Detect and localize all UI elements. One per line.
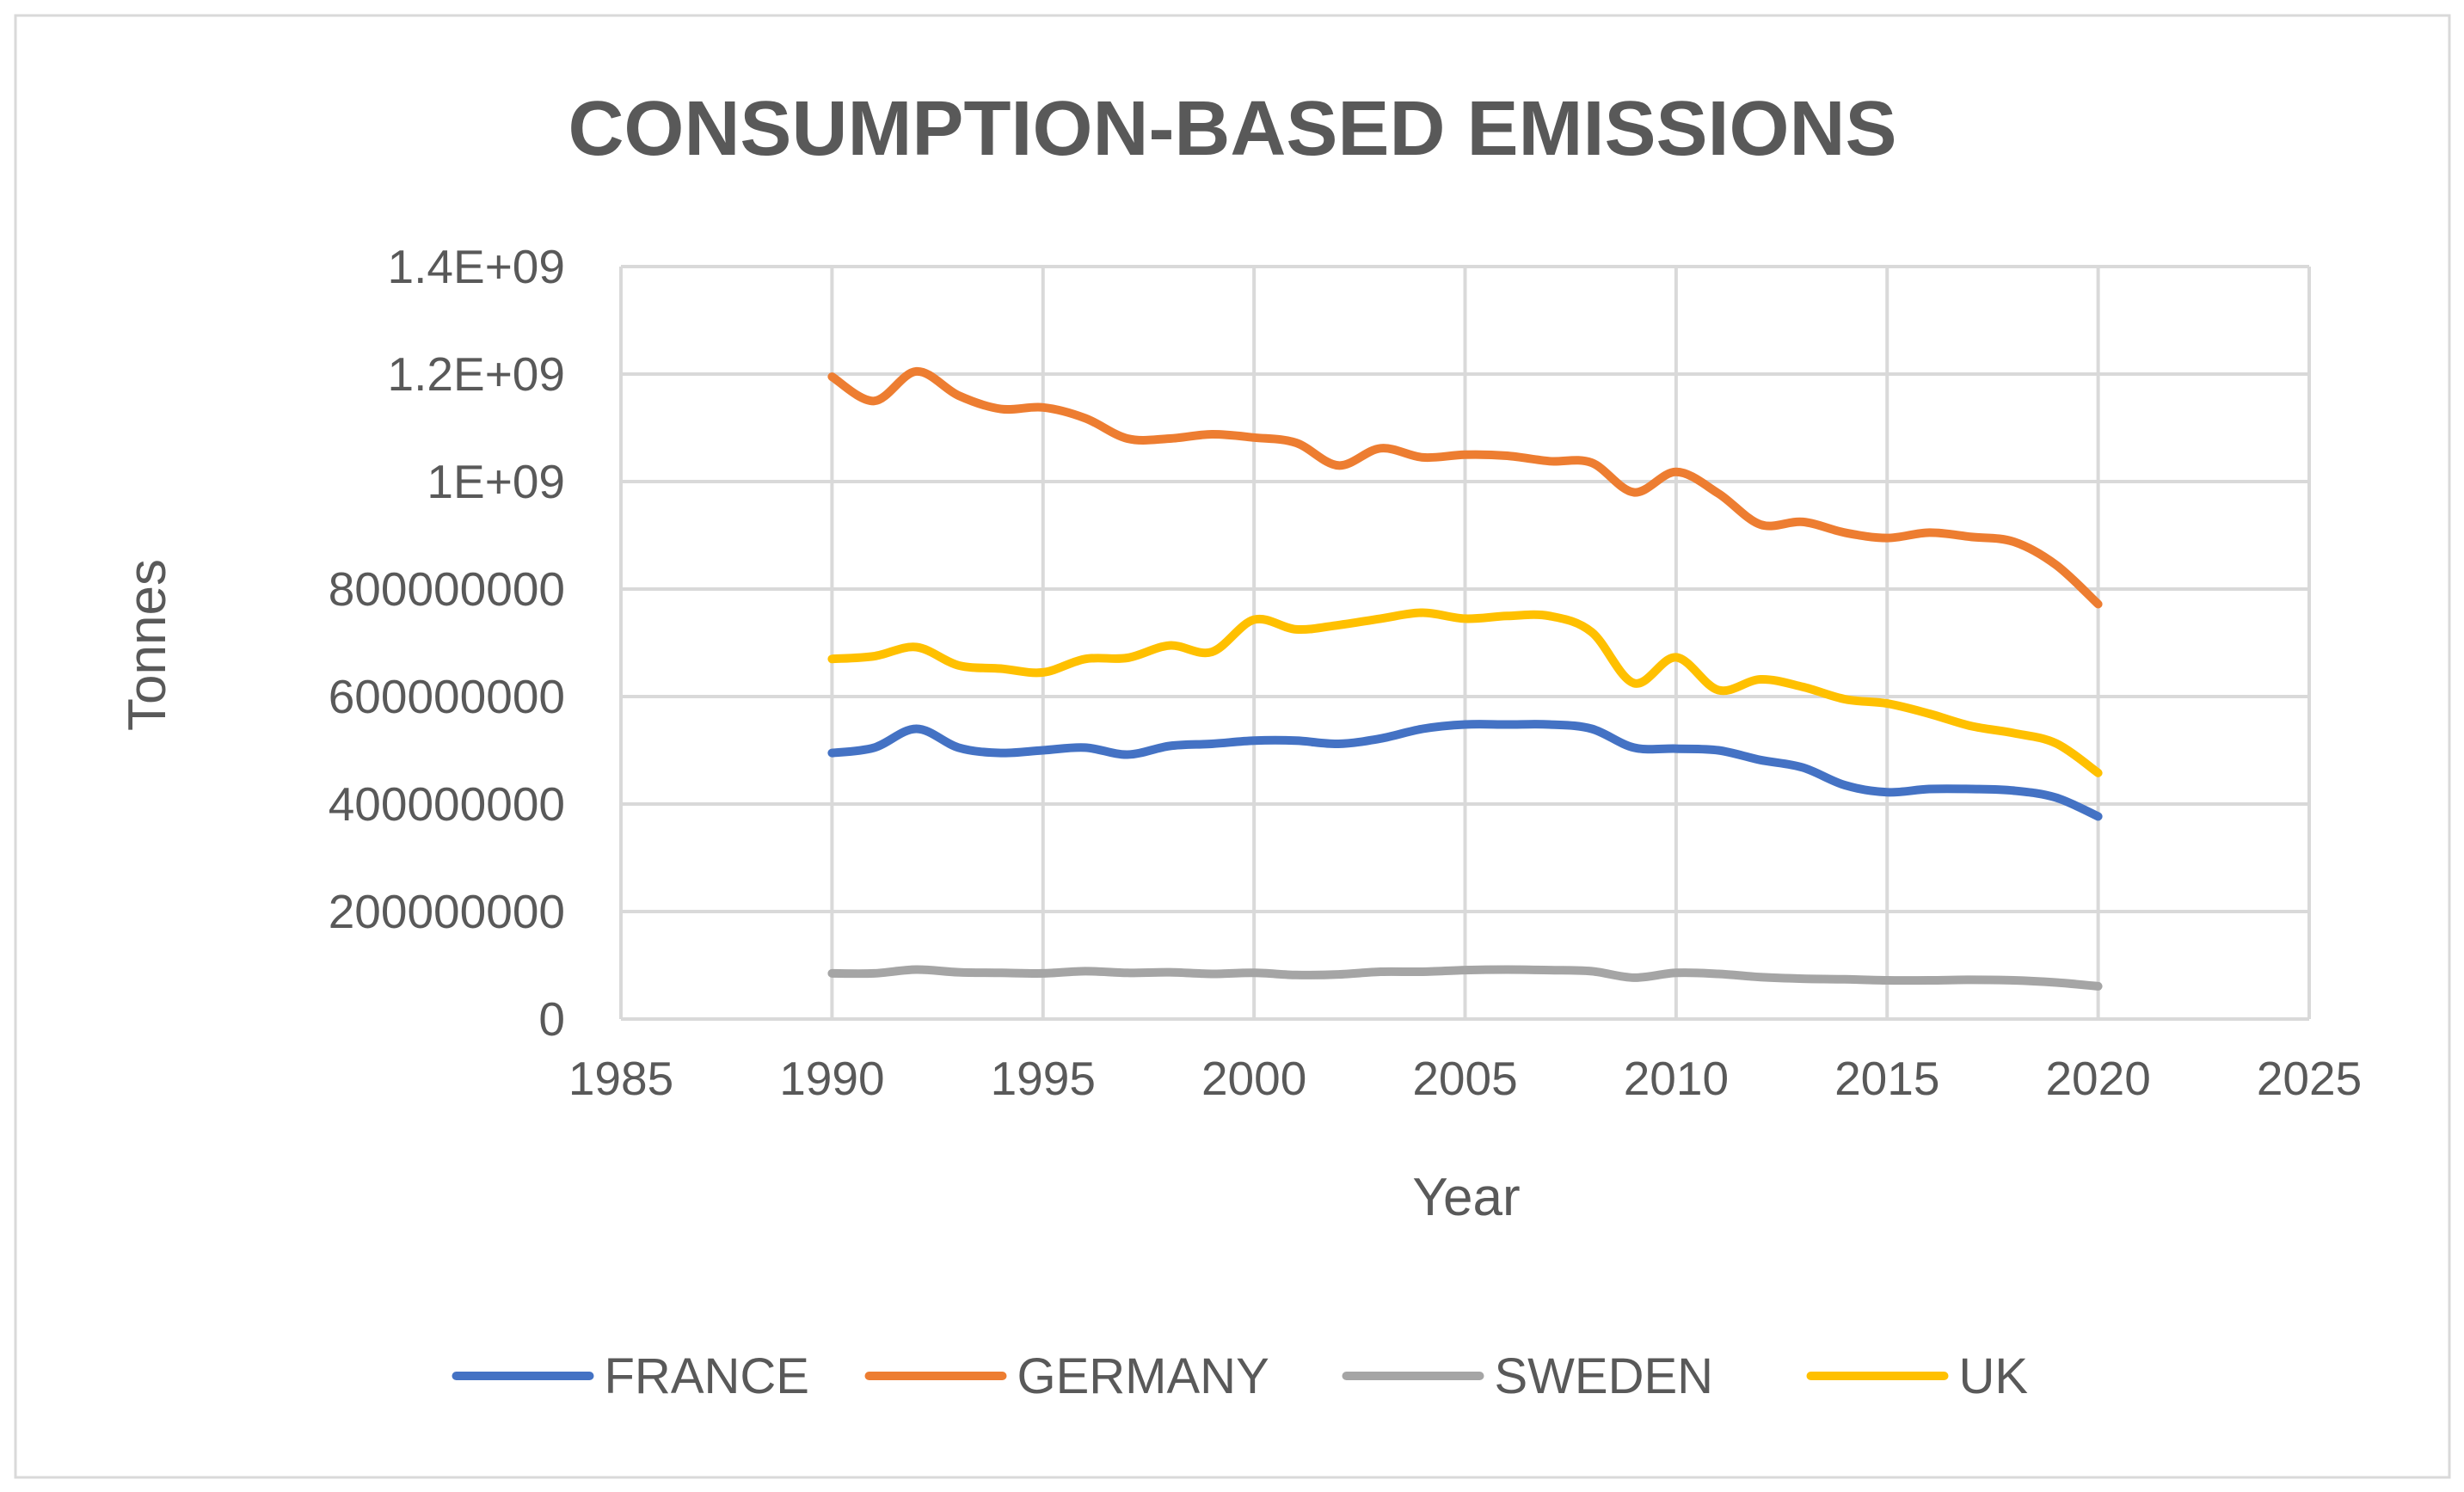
y-tick-label: 0 [538,992,565,1046]
x-tick-label: 2025 [2257,1052,2362,1105]
y-tick-label: 1E+09 [427,455,565,508]
y-axis-title: Tonnes [118,559,177,731]
legend-label-uk: UK [1959,1348,2029,1404]
legend: FRANCE GERMANY SWEDEN UK [452,1348,2029,1404]
chart-title: CONSUMPTION-BASED EMISSIONS [568,86,1896,172]
y-tick-label: 1.2E+09 [388,347,565,401]
series-line-uk [827,608,2103,777]
y-tick-label: 800000000 [329,562,565,616]
x-axis-title: Year [1412,1168,1520,1227]
legend-label-sweden: SWEDEN [1495,1348,1714,1404]
series-line-germany [827,366,2103,609]
series-line-france [827,720,2103,821]
y-tick-label: 1.4E+09 [388,240,565,293]
x-tick-label: 1985 [568,1052,673,1105]
y-tick-label: 400000000 [329,777,565,831]
series-lines [827,366,2103,991]
x-tick-label: 2000 [1201,1052,1306,1105]
x-tick-label: 1995 [991,1052,1096,1105]
y-tick-label: 200000000 [329,885,565,938]
x-tick-label: 2010 [1624,1052,1729,1105]
x-tick-label: 2015 [1834,1052,1939,1105]
x-tick-label: 2020 [2045,1052,2150,1105]
y-tick-label: 600000000 [329,670,565,723]
gridlines [619,265,2311,1021]
series-line-sweden [827,965,2103,991]
legend-label-germany: GERMANY [1017,1348,1269,1404]
legend-label-france: FRANCE [605,1348,809,1404]
y-tick-labels: 0 200000000 400000000 600000000 800000000 1E+… [329,240,565,1046]
x-tick-labels: 1985 1990 1995 2000 2005 2010 2015 2020 2025 [568,1052,2362,1105]
x-tick-label: 1990 [779,1052,884,1105]
x-tick-label: 2005 [1412,1052,1517,1105]
